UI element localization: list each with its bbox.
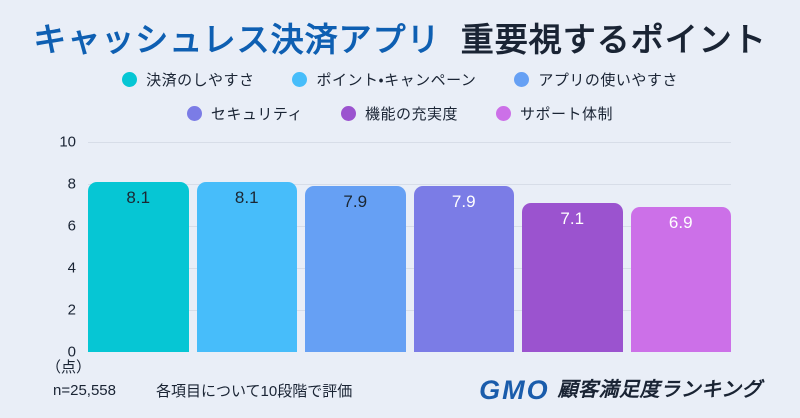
bar-points-campaign: 8.1: [196, 181, 297, 352]
bar-chart-plot: 8.1 8.1 7.9 7.9 7.1 6.9: [88, 142, 731, 352]
legend-item-label: セキュリティ: [210, 105, 304, 123]
bar-group: 8.1 8.1 7.9 7.9 7.1 6.9: [88, 142, 731, 352]
y-axis-unit-label: （点）: [46, 359, 92, 376]
bar-value-label: 7.9: [343, 192, 368, 212]
gridline: [88, 226, 731, 227]
legend-item-label: 機能の充実度: [365, 105, 459, 123]
legend-item: アプリの使いやすさ: [514, 69, 678, 90]
bar-features: 7.1: [522, 202, 623, 352]
legend-dot-icon: [496, 105, 512, 121]
bar-app-usability: 7.9: [305, 186, 406, 352]
gmo-logo-text: GMO: [479, 375, 550, 405]
logo-service-name: 顧客満足度ランキング: [557, 379, 762, 401]
gmo-ranking-logo: GMO 顧客満足度ランキング: [479, 376, 762, 404]
gridline: [88, 184, 731, 185]
chart-legend: 決済のしやすさ ポイント・キャンペーン アプリの使いやすさ セキュリティ 機能の…: [0, 67, 800, 125]
legend-dot-icon: [186, 105, 202, 121]
bar-value-label: 6.9: [668, 213, 693, 233]
legend-item-label: アプリの使いやすさ: [538, 71, 678, 89]
y-axis-tick: 10: [59, 133, 76, 151]
legend-item: ポイント・キャンペーン: [292, 69, 476, 90]
bar-value-label: 7.9: [451, 192, 476, 212]
y-axis: 10 8 6 4 2 0: [30, 134, 76, 361]
y-axis-tick: 6: [67, 217, 76, 235]
legend-row-1: 決済のしやすさ ポイント・キャンペーン アプリの使いやすさ: [0, 67, 800, 91]
legend-item: セキュリティ: [186, 103, 304, 124]
footer: n=25,558 各項目について10段階で評価 GMO 顧客満足度ランキング: [53, 376, 762, 404]
sample-size-label: n=25,558: [53, 381, 116, 399]
legend-dot-icon: [341, 105, 357, 121]
bar-security: 7.9: [413, 186, 514, 352]
title-rest: 重要視するポイント: [460, 21, 767, 58]
legend-item-label: 決済のしやすさ: [146, 71, 255, 89]
survey-note: 各項目について10段階で評価: [155, 382, 353, 400]
gridline: [88, 268, 731, 269]
legend-dot-icon: [292, 71, 308, 87]
legend-dot-icon: [514, 71, 530, 87]
page-title: キャッシュレス決済アプリ 重要視するポイント: [0, 20, 800, 60]
gridline: [88, 142, 731, 143]
y-axis-tick: 4: [67, 259, 76, 277]
legend-dot-icon: [122, 71, 138, 87]
bar-value-label: 7.1: [560, 208, 585, 228]
y-axis-tick: 2: [67, 301, 76, 319]
bar-value-label: 8.1: [234, 187, 259, 207]
legend-item: 機能の充実度: [341, 103, 458, 124]
bar-payment-ease: 8.1: [88, 181, 189, 352]
gridline: [88, 310, 731, 311]
bar-support: 6.9: [630, 207, 731, 352]
legend-item-label: サポート体制: [520, 105, 614, 123]
legend-item: サポート体制: [496, 103, 613, 124]
legend-item-label: ポイント・キャンペーン: [316, 71, 477, 89]
y-axis-tick: 8: [67, 175, 76, 193]
legend-row-2: セキュリティ 機能の充実度 サポート体制: [0, 101, 800, 125]
bar-value-label: 8.1: [126, 187, 151, 207]
legend-item: 決済のしやすさ: [122, 69, 254, 90]
y-axis-tick: 0: [67, 343, 76, 361]
title-highlight: キャッシュレス決済アプリ: [33, 21, 441, 58]
